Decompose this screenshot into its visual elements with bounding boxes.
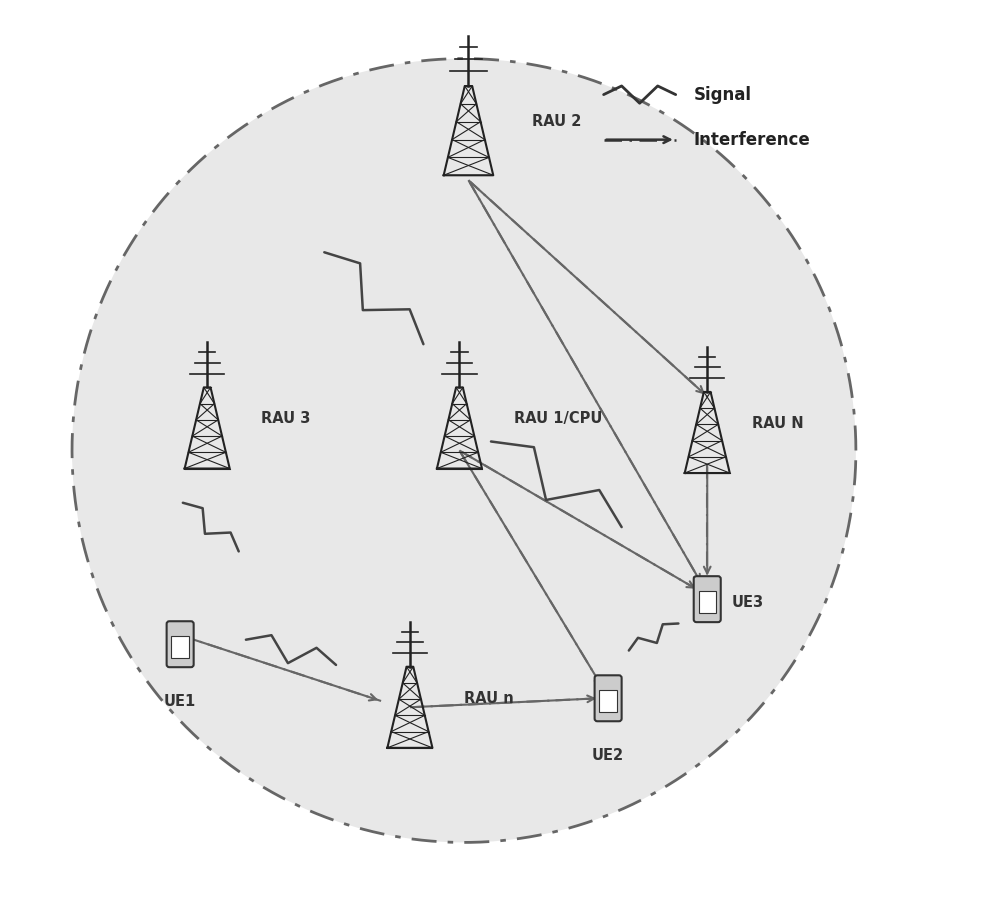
Text: RAU 2: RAU 2 <box>532 114 581 129</box>
Bar <box>699 591 716 614</box>
Text: UE3: UE3 <box>732 595 764 610</box>
Text: RAU 1/CPU: RAU 1/CPU <box>514 412 602 426</box>
Text: RAU N: RAU N <box>752 416 804 431</box>
Circle shape <box>72 59 856 842</box>
Text: RAU n: RAU n <box>464 691 514 705</box>
FancyBboxPatch shape <box>694 577 721 622</box>
Text: RAU 3: RAU 3 <box>261 412 311 426</box>
FancyBboxPatch shape <box>595 676 622 721</box>
Text: Interference: Interference <box>694 131 810 149</box>
Text: UE1: UE1 <box>164 694 196 709</box>
Text: UE2: UE2 <box>592 748 624 763</box>
FancyBboxPatch shape <box>167 622 194 667</box>
Bar <box>599 690 617 713</box>
Bar <box>171 636 189 659</box>
Text: Signal: Signal <box>694 86 752 104</box>
